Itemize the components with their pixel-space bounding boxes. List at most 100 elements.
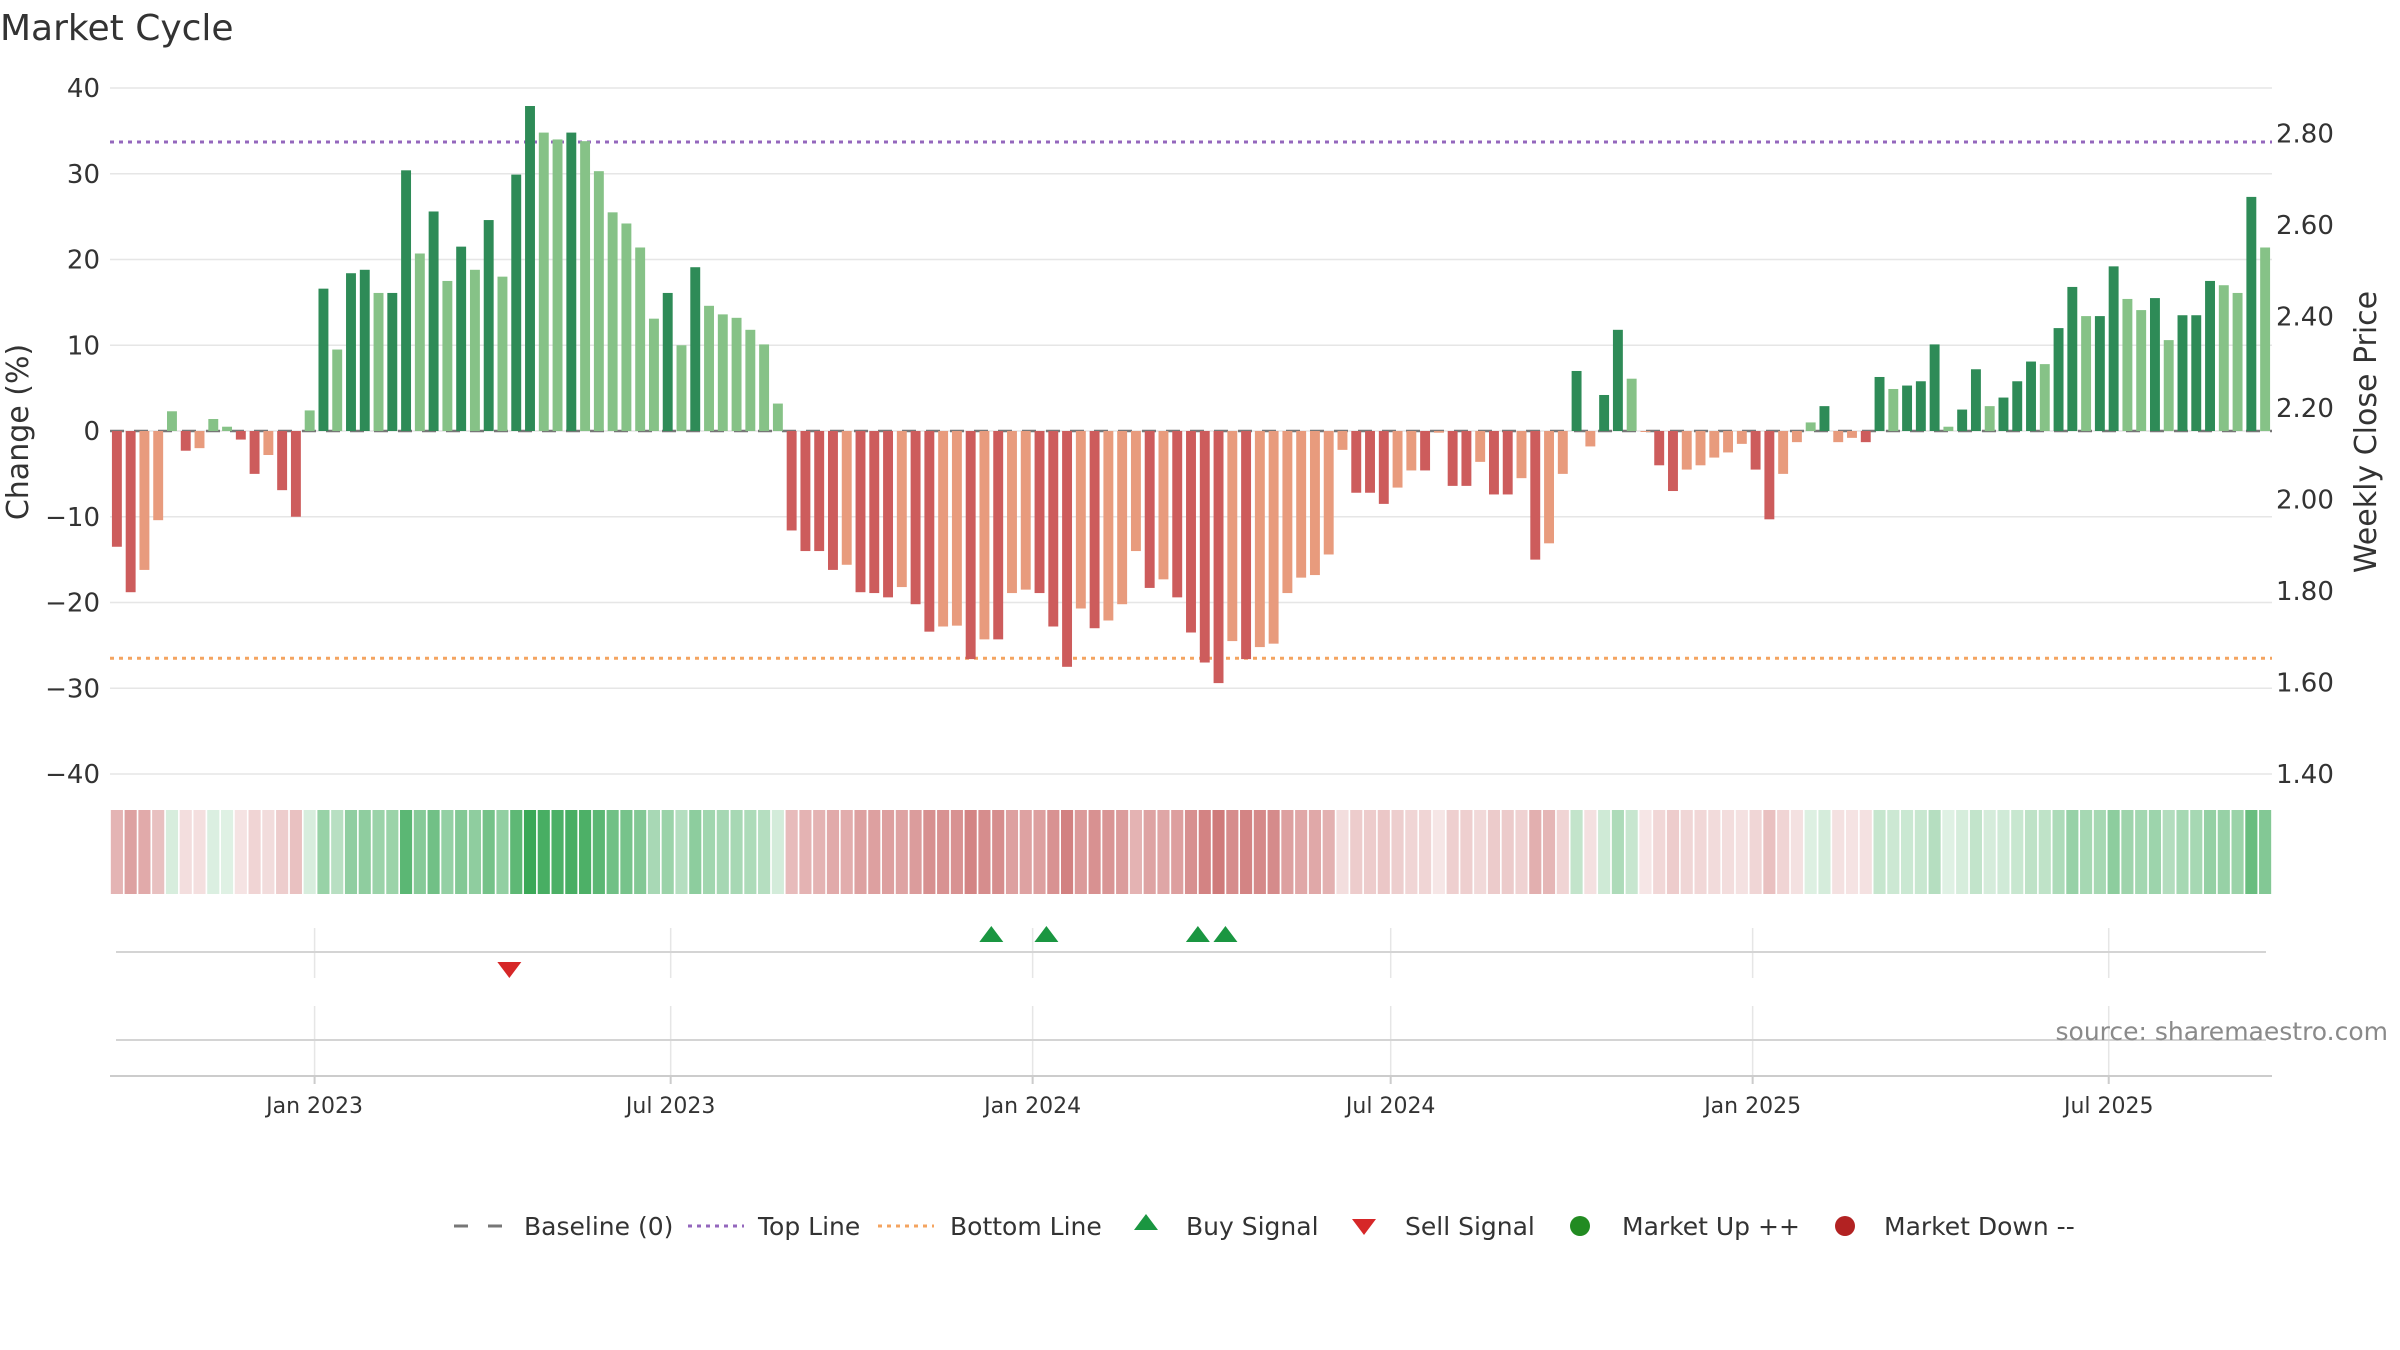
x-tick-label: Jan 2025 [1702, 1094, 1801, 1119]
bar [1254, 431, 1265, 648]
bar [1984, 406, 1995, 431]
chart-title: Market Cycle [0, 8, 234, 49]
bar [855, 431, 866, 593]
bar [1599, 394, 1610, 431]
bar [428, 211, 439, 431]
strip-cell [1129, 810, 1142, 894]
buy-signal-marker [1185, 926, 1210, 942]
bar [1915, 381, 1926, 431]
bar [759, 344, 770, 431]
strip-cell [606, 810, 619, 894]
bar [2108, 266, 2119, 431]
strip-cell [799, 810, 812, 894]
bar [690, 267, 701, 431]
strip-cell [2231, 810, 2244, 894]
bar [1130, 431, 1141, 552]
y2-axis-title: Weekly Close Price [2349, 291, 2384, 573]
bar [786, 431, 797, 531]
y-tick-label: −40 [45, 760, 100, 790]
strip-cell [110, 810, 123, 894]
strip-cell [647, 810, 661, 894]
strip-cell [840, 810, 853, 894]
legend-market-down-label: Market Down -- [1884, 1212, 2075, 1241]
bar [1929, 344, 1940, 431]
strip-cell [1419, 810, 1432, 894]
strip-cell [1873, 810, 1886, 894]
legend-buy-signal-icon [1134, 1214, 1158, 1230]
legend-bottom-line-label: Bottom Line [950, 1212, 1102, 1241]
strip-cell [1308, 810, 1321, 894]
bar [869, 431, 880, 594]
bar [910, 431, 921, 605]
strip-cell [854, 810, 867, 894]
bar [2205, 280, 2215, 431]
bar [401, 170, 412, 431]
strip-cell [1074, 810, 1087, 894]
strip-cell [1529, 810, 1542, 894]
strip-cell [344, 810, 358, 894]
y-tick-label: 0 [83, 417, 100, 447]
y-tick-label: 40 [67, 74, 100, 104]
y2-tick-label: 1.80 [2276, 577, 2334, 607]
bar [1998, 397, 2009, 431]
bar [938, 431, 949, 627]
strip-cell [1735, 810, 1748, 894]
strip-cell [1584, 810, 1597, 894]
strip-cell [2162, 810, 2175, 894]
bar [1502, 431, 1513, 495]
bar [2191, 315, 2202, 431]
strip-cell [771, 810, 784, 894]
strip-cell [1240, 810, 1253, 894]
bar [1461, 431, 1472, 486]
bar [1433, 431, 1444, 433]
bar [1337, 431, 1348, 450]
bar [2260, 247, 2271, 431]
y2-tick-label: 1.40 [2276, 760, 2334, 790]
bar [704, 305, 714, 431]
strip-cell [565, 810, 578, 894]
bar [2232, 292, 2243, 431]
bar [580, 141, 591, 432]
bar [1750, 431, 1761, 470]
bar [731, 317, 742, 431]
bar [621, 223, 632, 431]
strip-cell [826, 810, 840, 894]
strip-cell [1942, 810, 1955, 894]
strip-cell [1914, 810, 1927, 894]
signal-panel [116, 926, 2266, 978]
strip-cell [2135, 810, 2148, 894]
strip-cell [881, 810, 895, 894]
y-axis-ticks: 40 30 20 10 0 −10 −20 −30 −40 [45, 74, 100, 790]
bar [1365, 431, 1375, 493]
bar [414, 253, 425, 431]
bar [1640, 431, 1651, 432]
strip-cell [262, 810, 275, 894]
strip-cell [1598, 810, 1611, 894]
strip-cell [730, 810, 743, 894]
strip-cell [537, 810, 550, 894]
bar [1351, 431, 1362, 493]
strip-cell [220, 810, 234, 894]
strip-cell [1790, 810, 1803, 894]
bar [2163, 340, 2174, 431]
strip-cell [1901, 810, 1914, 894]
bar [1020, 431, 1031, 590]
bar [525, 106, 535, 431]
strip-cell [2259, 810, 2272, 894]
bar [290, 431, 301, 517]
strip-cell [2107, 810, 2120, 894]
strip-cell [909, 810, 922, 894]
strip-cell [165, 810, 179, 894]
strip-cell [1721, 810, 1735, 894]
bar [2177, 315, 2188, 431]
bar [593, 171, 604, 432]
strip-cell [2176, 810, 2189, 894]
bar [1420, 431, 1431, 471]
bar [1585, 431, 1596, 447]
strip-cell [1708, 810, 1721, 894]
strip-cell [317, 810, 330, 894]
strip-cell [868, 810, 881, 894]
bar [1764, 431, 1775, 520]
strip-cell [1818, 810, 1831, 894]
bar [1695, 431, 1706, 466]
